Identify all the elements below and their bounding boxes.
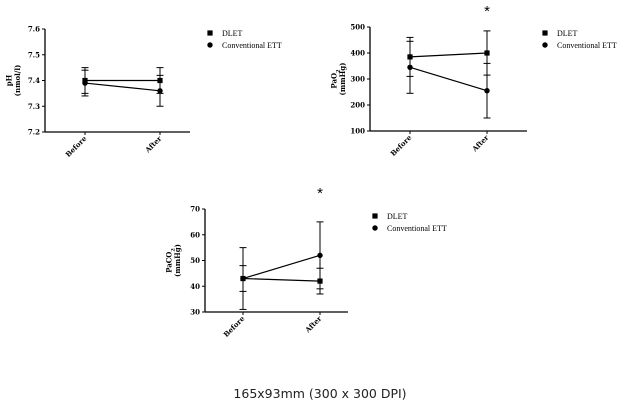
x-tick-label: Before	[222, 314, 247, 339]
y-tick-label: 30	[190, 308, 200, 317]
figure-caption: 165x93mm (300 x 300 DPI)	[233, 386, 407, 401]
chart-panel-1: 7.2 7.3 7.4 7.5 7.6 Before After pH(nmol/l) DLET…	[5, 25, 282, 159]
x-tick-label: After	[469, 133, 490, 154]
y-tick-label: 70	[190, 205, 200, 214]
data-point	[484, 50, 490, 56]
x-tick-label: Before	[64, 134, 89, 159]
series-line	[84, 82, 161, 92]
legend: DLET Conventional ETT	[207, 29, 282, 50]
y-tick-label: 60	[190, 230, 200, 239]
significance-star: *	[317, 185, 323, 202]
legend-label: Conventional ETT	[387, 224, 447, 233]
series-conventional-ett	[239, 221, 324, 310]
legend-marker	[372, 213, 378, 219]
data-point	[407, 64, 413, 71]
series-conventional-ett	[406, 40, 491, 119]
legend-marker	[542, 42, 548, 48]
series-line	[409, 52, 488, 58]
legend-marker	[372, 225, 378, 231]
chart-panel-2: 100 200 300 400 500 Before After PaO2(mmHg) * DLE…	[330, 3, 617, 158]
y-tick-label: 7.4	[28, 76, 40, 85]
chart-panel-3: 30 40 50 60 70 Before After PaCO2(mmHg) * DLET Con…	[165, 185, 447, 339]
legend-marker	[542, 30, 548, 36]
y-tick-label: 50	[190, 256, 200, 265]
y-tick-label: 200	[350, 101, 365, 110]
y-tick-label: 400	[350, 49, 365, 58]
y-axis-label: PaCO2(mmHg)	[165, 244, 182, 277]
legend-label: Conventional ETT	[557, 41, 617, 50]
legend-label: DLET	[557, 29, 578, 38]
legend-label: DLET	[222, 29, 243, 38]
legend-label: Conventional ETT	[222, 41, 282, 50]
series-dlet	[239, 265, 324, 295]
y-tick-label: 7.5	[28, 50, 40, 59]
y-axis-label: pH(nmol/l)	[5, 65, 22, 97]
y-tick-label: 7.3	[28, 102, 40, 111]
x-tick-label: Before	[389, 133, 414, 158]
y-tick-label: 40	[190, 282, 200, 291]
data-point	[240, 275, 246, 282]
y-tick-label: 100	[350, 127, 365, 136]
legend-marker	[207, 42, 213, 48]
y-tick-label: 7.6	[28, 25, 40, 34]
legend: DLET Conventional ETT	[542, 29, 617, 50]
series-conventional-ett	[81, 69, 164, 107]
y-tick-label: 300	[350, 75, 365, 84]
x-tick-label: After	[302, 314, 323, 335]
y-tick-label: 7.2	[28, 128, 40, 137]
series-line	[409, 66, 488, 92]
legend-label: DLET	[387, 212, 408, 221]
series-line	[242, 277, 321, 282]
significance-star: *	[484, 3, 490, 20]
series-line	[242, 254, 321, 280]
y-axis-label: PaO2(mmHg)	[330, 63, 347, 96]
y-tick-label: 500	[350, 23, 365, 32]
data-point	[82, 80, 88, 86]
data-point	[157, 88, 163, 94]
legend-marker	[207, 30, 213, 36]
data-point	[317, 252, 323, 259]
data-point	[484, 88, 490, 94]
legend: DLET Conventional ETT	[372, 212, 447, 233]
x-tick-label: After	[142, 134, 163, 155]
